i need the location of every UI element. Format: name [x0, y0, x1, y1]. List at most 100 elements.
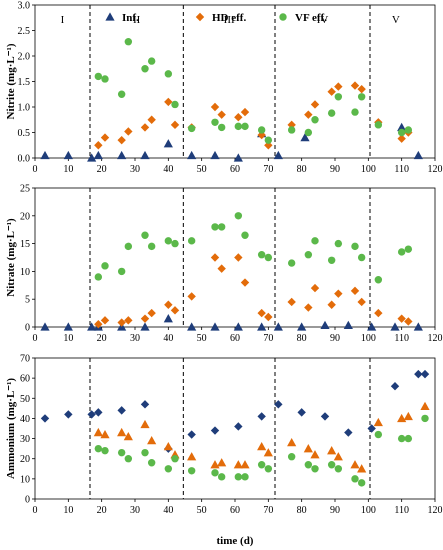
data-point — [413, 322, 423, 331]
data-point — [140, 123, 150, 132]
data-point — [327, 446, 337, 455]
data-point — [210, 150, 220, 160]
data-point — [87, 322, 97, 331]
data-point — [334, 82, 343, 91]
x-tick-label: 20 — [97, 164, 107, 175]
series-3 — [94, 38, 413, 144]
data-point — [310, 100, 320, 109]
x-tick-label: 40 — [163, 333, 173, 344]
data-point — [397, 134, 406, 143]
data-point — [350, 286, 360, 296]
data-point — [327, 256, 336, 264]
data-point — [63, 322, 73, 331]
x-tick-label: 10 — [63, 164, 73, 175]
y-axis-label: Nitrite (mg·L⁻¹) — [5, 43, 17, 119]
data-point — [397, 128, 406, 137]
data-point — [124, 127, 133, 136]
x-tick-label: 60 — [230, 505, 240, 516]
phase-label: I — [61, 14, 65, 26]
data-point — [147, 459, 156, 467]
data-point — [287, 259, 296, 267]
data-point — [171, 455, 179, 463]
data-point — [334, 93, 343, 101]
data-point — [147, 308, 156, 318]
x-tick-label: 40 — [163, 164, 173, 175]
data-point — [187, 292, 196, 301]
data-point — [240, 460, 250, 469]
data-point — [390, 382, 400, 391]
data-point — [334, 465, 343, 473]
data-point — [93, 427, 103, 437]
phase-label: V — [392, 14, 400, 26]
data-point — [233, 460, 243, 469]
data-point — [273, 150, 283, 160]
x-tick-label: 70 — [263, 164, 273, 175]
data-point — [100, 133, 110, 142]
x-tick-label: 0 — [33, 164, 38, 175]
data-point — [211, 469, 219, 477]
data-point — [310, 450, 320, 459]
x-tick-label: 60 — [230, 333, 240, 344]
data-point — [297, 322, 307, 331]
data-point — [343, 320, 353, 330]
data-point — [233, 322, 243, 331]
data-point — [373, 417, 383, 427]
x-tick-label: 90 — [330, 333, 340, 344]
data-point — [311, 116, 319, 124]
data-point — [94, 273, 103, 281]
y-tick-label: 40 — [20, 414, 30, 425]
x-tick-label: 20 — [97, 333, 107, 344]
data-point — [287, 453, 296, 461]
data-point — [63, 150, 73, 160]
data-point — [141, 65, 149, 73]
data-point — [413, 150, 423, 160]
x-tick-label: 10 — [63, 505, 73, 516]
data-point — [233, 153, 243, 162]
data-point — [404, 126, 413, 134]
data-point — [101, 446, 109, 455]
data-point — [140, 419, 150, 429]
data-point — [140, 150, 150, 160]
data-point — [351, 475, 359, 483]
data-point — [304, 128, 313, 137]
data-point — [404, 434, 413, 443]
data-point — [140, 400, 150, 409]
data-point — [171, 239, 179, 248]
x-tick-label: 30 — [130, 333, 140, 344]
y-tick-label: 1.0 — [18, 103, 31, 114]
x-tick-label: 90 — [330, 164, 340, 175]
y-tick-label: 30 — [20, 434, 30, 445]
data-point — [164, 237, 173, 245]
data-point — [333, 452, 343, 461]
x-tick-label: 30 — [130, 164, 140, 175]
data-point — [257, 461, 266, 469]
data-point — [217, 264, 226, 273]
data-point — [141, 448, 149, 457]
data-point — [147, 115, 156, 124]
data-point — [164, 465, 173, 473]
y-tick-label: 20 — [20, 454, 30, 465]
data-point — [421, 414, 429, 423]
x-tick-label: 100 — [361, 505, 376, 516]
data-point — [420, 369, 430, 379]
data-point — [311, 465, 319, 473]
data-point — [117, 427, 127, 437]
data-point — [334, 239, 343, 248]
data-point — [397, 122, 407, 132]
data-point — [210, 253, 220, 262]
data-point — [117, 267, 126, 276]
data-point — [117, 406, 126, 415]
data-point — [93, 150, 103, 160]
data-point — [217, 123, 226, 132]
data-point — [311, 237, 319, 245]
legend: Inf. HD eff. VF eff. — [105, 12, 327, 24]
x-tick-label: 120 — [428, 164, 443, 175]
data-point — [187, 452, 197, 461]
series-3 — [94, 212, 413, 284]
x-tick-label: 90 — [330, 505, 340, 516]
series-3 — [94, 414, 429, 487]
data-point — [210, 102, 220, 112]
x-tick-label: 50 — [197, 505, 207, 516]
chart-panel-1: 0.0 0.5 1.0 1.5 2.0 2.5 3.0 0 10 20 30 40 50 60 70 80 90… — [5, 1, 443, 176]
x-tick-label: 60 — [230, 164, 240, 175]
